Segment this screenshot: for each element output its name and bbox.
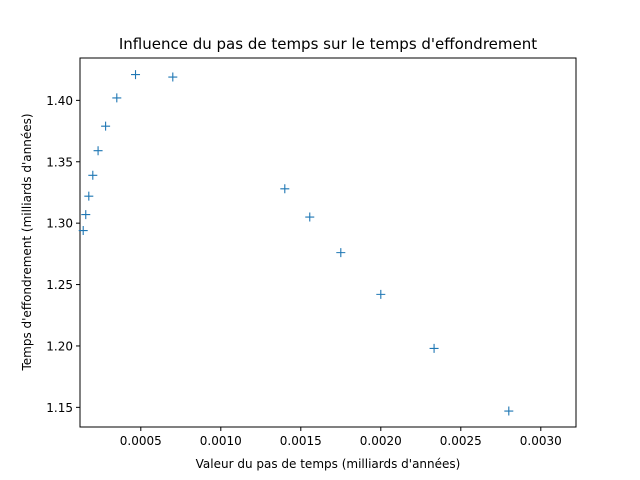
data-point-marker xyxy=(376,289,386,299)
y-tick-label: 1.35 xyxy=(46,155,73,169)
x-tick-label: 0.0005 xyxy=(120,434,162,448)
y-tick-label: 1.30 xyxy=(46,217,73,231)
x-tick-label: 0.0030 xyxy=(520,434,562,448)
x-tick-label: 0.0025 xyxy=(440,434,482,448)
x-tick-label: 0.0020 xyxy=(360,434,402,448)
data-point-marker xyxy=(88,170,98,180)
chart-title: Influence du pas de temps sur le temps d… xyxy=(119,35,537,53)
data-point-marker xyxy=(429,343,439,353)
data-point-marker xyxy=(112,93,122,103)
data-point-marker xyxy=(168,72,178,82)
data-point-marker xyxy=(93,146,103,156)
data-point-marker xyxy=(336,248,346,258)
x-tick-label: 0.0010 xyxy=(200,434,242,448)
plot-frame xyxy=(79,57,577,428)
y-tick-label: 1.40 xyxy=(46,94,73,108)
data-point-marker xyxy=(78,226,88,236)
y-axis-label: Temps d'effondrement (milliards d'années… xyxy=(20,113,34,371)
x-axis-ticks: 0.0005 0.0010 0.0015 0.0020 0.0025 0.0030 xyxy=(120,427,562,448)
y-tick-label: 1.20 xyxy=(46,339,73,353)
y-tick-label: 1.25 xyxy=(46,278,73,292)
data-points xyxy=(78,70,514,416)
y-axis-ticks: 1.15 1.20 1.25 1.30 1.35 1.40 xyxy=(46,94,80,415)
data-point-marker xyxy=(81,210,91,220)
data-point-marker xyxy=(131,70,141,80)
data-point-marker xyxy=(84,191,94,201)
data-point-marker xyxy=(280,184,290,194)
x-axis-label: Valeur du pas de temps (milliards d'anné… xyxy=(196,457,461,471)
x-tick-label: 0.0015 xyxy=(280,434,322,448)
y-tick-label: 1.15 xyxy=(46,401,73,415)
data-point-marker xyxy=(504,406,514,416)
data-point-marker xyxy=(101,121,111,131)
data-point-marker xyxy=(305,212,315,222)
